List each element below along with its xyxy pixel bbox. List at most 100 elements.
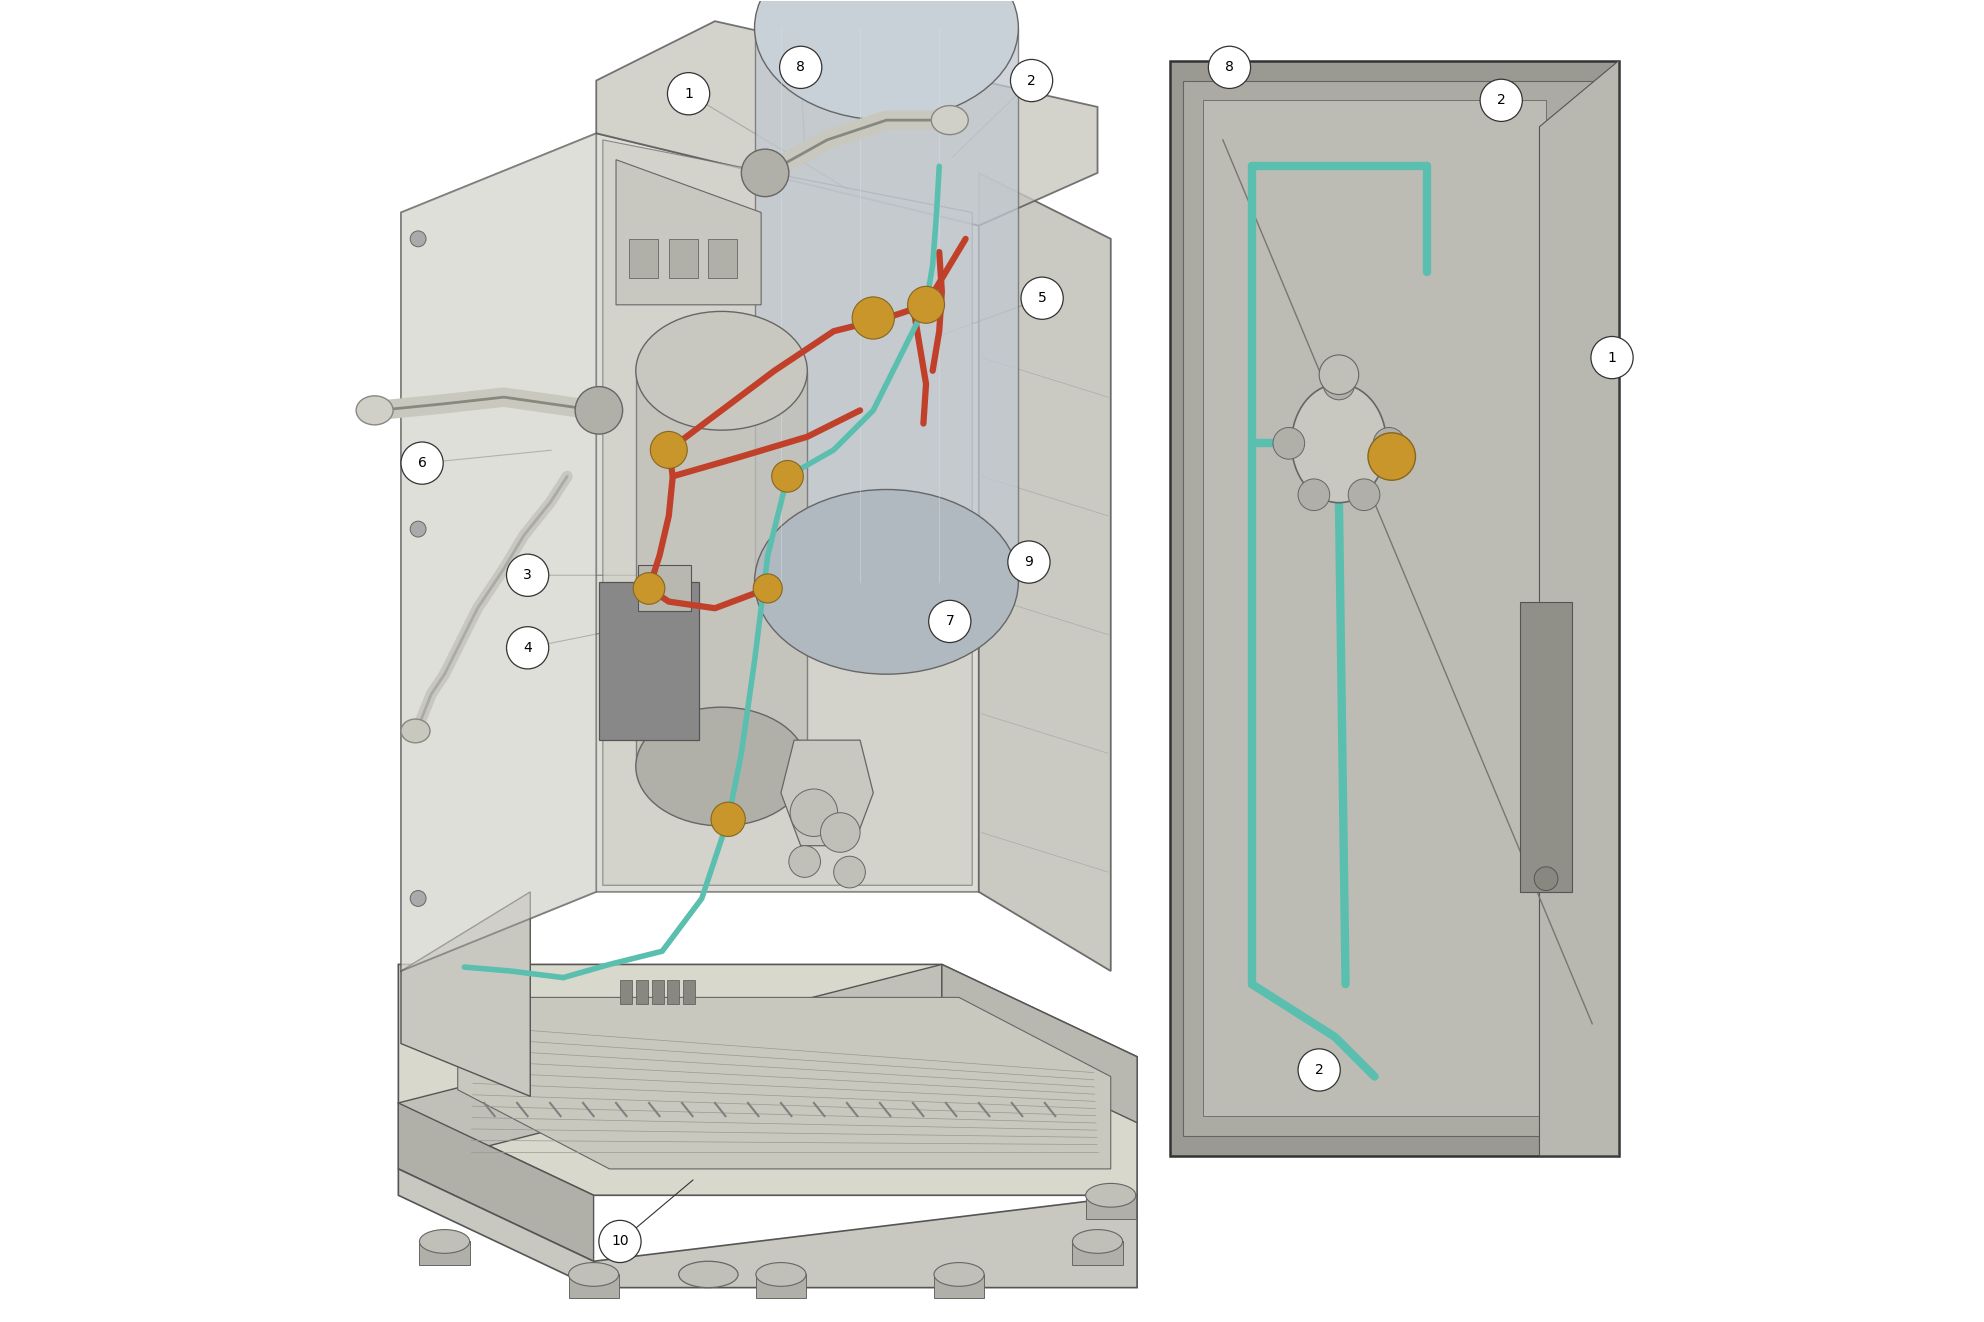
Polygon shape xyxy=(1085,1195,1135,1219)
Bar xyxy=(635,980,647,1003)
Circle shape xyxy=(780,46,821,89)
Polygon shape xyxy=(1540,61,1619,1155)
Bar xyxy=(669,239,698,279)
Circle shape xyxy=(929,600,970,642)
Circle shape xyxy=(633,572,665,604)
Circle shape xyxy=(506,627,550,669)
Polygon shape xyxy=(978,173,1111,972)
Text: 2: 2 xyxy=(1496,94,1506,107)
Circle shape xyxy=(411,231,427,247)
Circle shape xyxy=(833,857,865,888)
Circle shape xyxy=(599,1220,641,1263)
Ellipse shape xyxy=(754,0,1018,120)
Ellipse shape xyxy=(357,395,393,424)
Ellipse shape xyxy=(934,1263,984,1286)
Circle shape xyxy=(790,789,837,837)
Polygon shape xyxy=(1073,1241,1123,1265)
Circle shape xyxy=(907,287,944,324)
Text: 2: 2 xyxy=(1028,74,1036,87)
Ellipse shape xyxy=(1085,1183,1135,1207)
Circle shape xyxy=(1369,432,1415,480)
Polygon shape xyxy=(401,134,978,972)
Circle shape xyxy=(401,442,442,484)
Circle shape xyxy=(754,574,782,603)
Text: 3: 3 xyxy=(524,568,532,582)
Circle shape xyxy=(1349,479,1379,510)
Polygon shape xyxy=(597,21,1097,226)
Polygon shape xyxy=(419,1241,470,1265)
Bar xyxy=(682,980,694,1003)
Polygon shape xyxy=(458,997,1111,1169)
Circle shape xyxy=(1373,427,1405,459)
Text: 9: 9 xyxy=(1024,555,1034,568)
Polygon shape xyxy=(754,28,1018,582)
Polygon shape xyxy=(401,134,597,972)
Ellipse shape xyxy=(754,489,1018,674)
Ellipse shape xyxy=(401,719,431,743)
Polygon shape xyxy=(599,582,698,740)
Circle shape xyxy=(1480,79,1522,122)
Text: 7: 7 xyxy=(946,615,954,628)
Circle shape xyxy=(1298,479,1329,510)
Circle shape xyxy=(1274,427,1305,459)
Text: 5: 5 xyxy=(1038,291,1046,305)
Polygon shape xyxy=(934,1274,984,1298)
Polygon shape xyxy=(635,370,807,767)
Circle shape xyxy=(1319,354,1359,394)
Bar xyxy=(1520,602,1573,892)
Circle shape xyxy=(790,846,821,878)
Bar xyxy=(619,980,631,1003)
Circle shape xyxy=(667,73,710,115)
Polygon shape xyxy=(597,134,1111,972)
Polygon shape xyxy=(399,965,942,1169)
Ellipse shape xyxy=(569,1263,619,1286)
Circle shape xyxy=(411,891,427,907)
Polygon shape xyxy=(399,965,1137,1195)
Polygon shape xyxy=(615,160,762,305)
Circle shape xyxy=(821,813,861,853)
Ellipse shape xyxy=(756,1263,806,1286)
Circle shape xyxy=(772,460,804,492)
Polygon shape xyxy=(399,1169,1137,1288)
Text: 2: 2 xyxy=(1315,1063,1323,1077)
Polygon shape xyxy=(399,1103,593,1261)
Ellipse shape xyxy=(419,1229,470,1253)
Text: 10: 10 xyxy=(611,1235,629,1248)
Circle shape xyxy=(651,431,686,468)
Circle shape xyxy=(1591,337,1633,378)
Ellipse shape xyxy=(679,1261,738,1288)
Circle shape xyxy=(575,386,623,434)
Circle shape xyxy=(1323,368,1355,399)
Circle shape xyxy=(411,521,427,537)
Circle shape xyxy=(1298,1048,1341,1091)
Circle shape xyxy=(1022,278,1063,320)
Text: 1: 1 xyxy=(684,87,692,100)
Circle shape xyxy=(710,802,746,837)
Bar xyxy=(1202,100,1546,1116)
Text: 6: 6 xyxy=(419,456,427,471)
Polygon shape xyxy=(401,892,530,1096)
Bar xyxy=(1182,81,1605,1136)
Circle shape xyxy=(1534,867,1557,891)
Text: 4: 4 xyxy=(524,641,532,654)
Circle shape xyxy=(742,149,790,197)
Bar xyxy=(708,239,738,279)
Circle shape xyxy=(1208,46,1250,89)
Bar xyxy=(1171,61,1619,1155)
Ellipse shape xyxy=(1292,383,1387,502)
Polygon shape xyxy=(942,965,1137,1122)
Ellipse shape xyxy=(930,106,968,135)
Bar xyxy=(651,980,663,1003)
Circle shape xyxy=(853,297,895,340)
Bar xyxy=(639,564,690,611)
Polygon shape xyxy=(603,140,972,886)
Ellipse shape xyxy=(635,312,807,430)
Circle shape xyxy=(506,554,550,596)
Bar xyxy=(629,239,659,279)
Text: 8: 8 xyxy=(796,61,806,74)
Bar xyxy=(667,980,679,1003)
Ellipse shape xyxy=(1073,1229,1123,1253)
Text: 1: 1 xyxy=(1607,350,1617,365)
Ellipse shape xyxy=(635,707,807,826)
Circle shape xyxy=(1008,541,1050,583)
